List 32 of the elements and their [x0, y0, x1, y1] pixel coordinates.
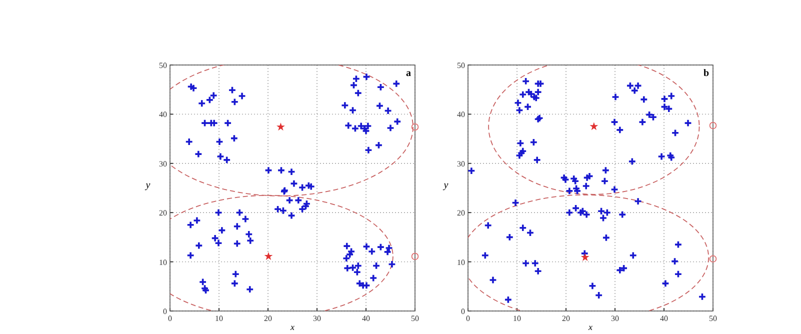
annotation: b [703, 68, 710, 79]
x-tick-label: 50 [411, 314, 419, 323]
y-tick-label: 50 [159, 61, 167, 70]
point [580, 252, 590, 261]
y-tick-label: 50 [457, 61, 465, 70]
y-axis-title: y [442, 180, 449, 191]
y-tick-label: 10 [457, 258, 465, 267]
x-tick-label: 20 [264, 314, 272, 323]
annotation: a [406, 68, 411, 79]
x-axis-title: x [588, 322, 592, 332]
x-tick-label: 10 [513, 314, 521, 323]
y-tick-label: 30 [457, 159, 465, 168]
y-tick-label: 10 [159, 258, 167, 267]
x-tick-label: 40 [660, 314, 668, 323]
x-tick-label: 10 [215, 314, 223, 323]
y-tick-label: 0 [163, 307, 167, 316]
point [709, 255, 717, 262]
x-tick-label: 20 [562, 314, 570, 323]
y-tick-label: 0 [461, 307, 465, 316]
y-tick-label: 40 [159, 110, 167, 120]
x-tick-label: 30 [313, 314, 321, 323]
x-axis-title: x [290, 322, 294, 332]
x-tick-label: 50 [709, 314, 717, 323]
point [709, 122, 717, 130]
y-tick-label: 20 [159, 208, 167, 218]
y-axis-title: y [144, 180, 151, 191]
y-tick-label: 40 [457, 110, 465, 120]
y-tick-label: 30 [159, 159, 167, 168]
x-tick-label: 40 [362, 314, 370, 323]
y-tick-label: 20 [457, 208, 465, 218]
x-tick-label: 30 [611, 314, 619, 323]
point [590, 122, 598, 130]
